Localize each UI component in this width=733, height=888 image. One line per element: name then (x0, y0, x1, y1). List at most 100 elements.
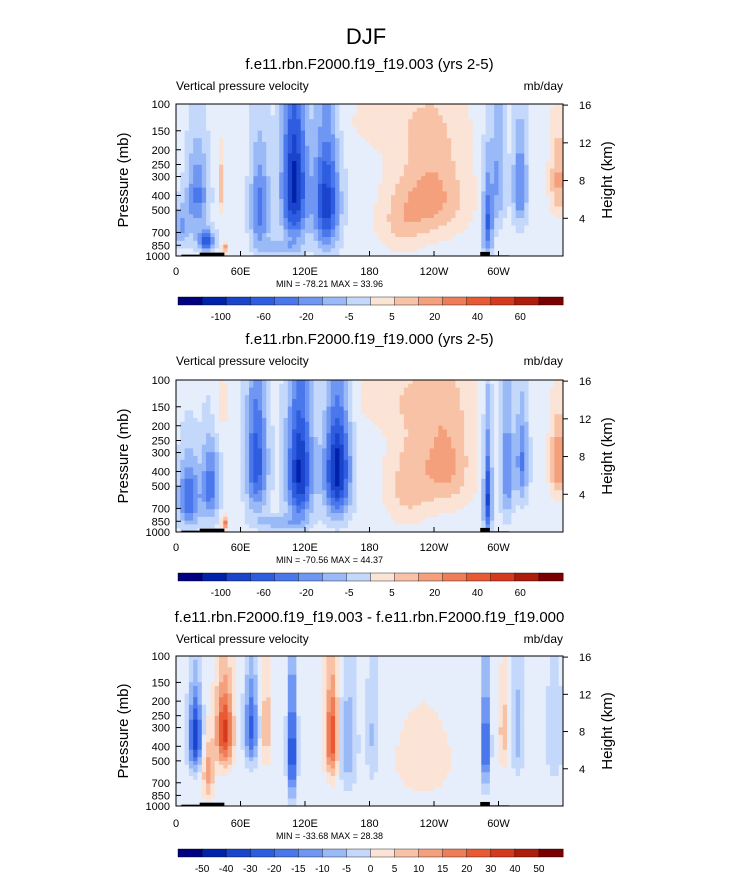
field-cell (343, 248, 349, 253)
field-cell (249, 161, 254, 166)
field-cell (206, 176, 211, 181)
field-cell (244, 440, 250, 446)
field-cell (494, 126, 500, 132)
field-cell (438, 130, 444, 135)
field-cell (279, 437, 285, 442)
field-cell (188, 482, 194, 487)
field-cell (391, 115, 396, 120)
field-cell (240, 161, 246, 166)
field-cell (201, 244, 207, 249)
field-cell (343, 161, 349, 166)
field-cell (266, 180, 272, 185)
field-cell (524, 210, 530, 215)
field-cell (184, 486, 190, 491)
field-cell (292, 509, 297, 514)
field-cell (520, 142, 525, 147)
field-cell (206, 107, 211, 113)
field-cell (305, 195, 310, 200)
field-cell (330, 214, 336, 219)
field-cell (244, 164, 250, 170)
field-cell (283, 395, 289, 400)
field-cell (197, 494, 203, 499)
field-cell (532, 199, 538, 204)
field-cell (279, 172, 285, 177)
field-cell (550, 123, 555, 128)
field-cell (348, 153, 353, 158)
field-cell (296, 421, 302, 427)
field-cell (249, 410, 254, 415)
field-cell (279, 191, 285, 196)
field-cell (193, 490, 199, 495)
field-cell (274, 195, 280, 200)
field-cell (176, 429, 181, 434)
field-cell (399, 183, 405, 189)
field-cell (524, 142, 530, 147)
field-cell (244, 429, 250, 434)
field-cell (494, 233, 500, 238)
field-cell (253, 383, 259, 389)
field-cell (249, 138, 254, 143)
field-cell (502, 142, 508, 147)
field-cell (223, 444, 229, 449)
field-cell (477, 172, 482, 177)
field-cell (434, 142, 439, 147)
field-cell (554, 195, 560, 200)
field-cell (201, 115, 207, 120)
field-cell (438, 237, 444, 242)
field-cell (305, 115, 310, 120)
field-cell (184, 380, 190, 385)
field-cell (498, 202, 504, 208)
field-cell (283, 176, 289, 181)
field-cell (395, 134, 401, 139)
field-cell (442, 210, 448, 215)
field-cell (184, 410, 190, 415)
field-cell (176, 406, 181, 411)
field-cell (197, 111, 203, 116)
field-cell (270, 164, 276, 170)
field-cell (292, 520, 297, 525)
field-cell (201, 482, 207, 487)
field-cell (279, 418, 285, 423)
field-cell (188, 418, 194, 423)
field-cell (201, 210, 207, 215)
field-cell (485, 229, 491, 234)
field-cell (459, 180, 465, 185)
field-cell (494, 172, 500, 177)
field-cell (262, 104, 267, 109)
field-cell (292, 433, 297, 438)
field-cell (257, 429, 263, 434)
field-cell (489, 115, 495, 120)
field-cell (240, 429, 246, 434)
field-cell (511, 199, 517, 204)
field-cell (369, 229, 375, 234)
field-cell (515, 183, 521, 189)
field-cell (434, 218, 439, 223)
field-cell (236, 414, 242, 419)
field-cell (219, 134, 224, 139)
field-cell (176, 380, 181, 385)
field-cell (335, 104, 340, 109)
field-cell (330, 233, 336, 238)
field-cell (442, 240, 448, 246)
field-cell (193, 210, 199, 215)
field-cell (369, 168, 375, 173)
field-cell (313, 459, 319, 465)
field-cell (507, 176, 512, 181)
field-cell (515, 206, 521, 211)
field-cell (300, 161, 306, 166)
field-cell (262, 387, 267, 392)
field-cell (322, 199, 328, 204)
field-cell (511, 126, 517, 132)
field-cell (262, 497, 267, 503)
field-cell (292, 501, 297, 506)
field-cell (253, 524, 259, 529)
field-cell (296, 248, 302, 253)
field-cell (348, 191, 353, 196)
field-cell (223, 206, 229, 211)
field-cell (485, 172, 491, 177)
field-cell (227, 168, 233, 173)
field-cell (382, 199, 388, 204)
field-cell (507, 153, 512, 158)
field-cell (558, 126, 563, 132)
field-cell (309, 395, 315, 400)
